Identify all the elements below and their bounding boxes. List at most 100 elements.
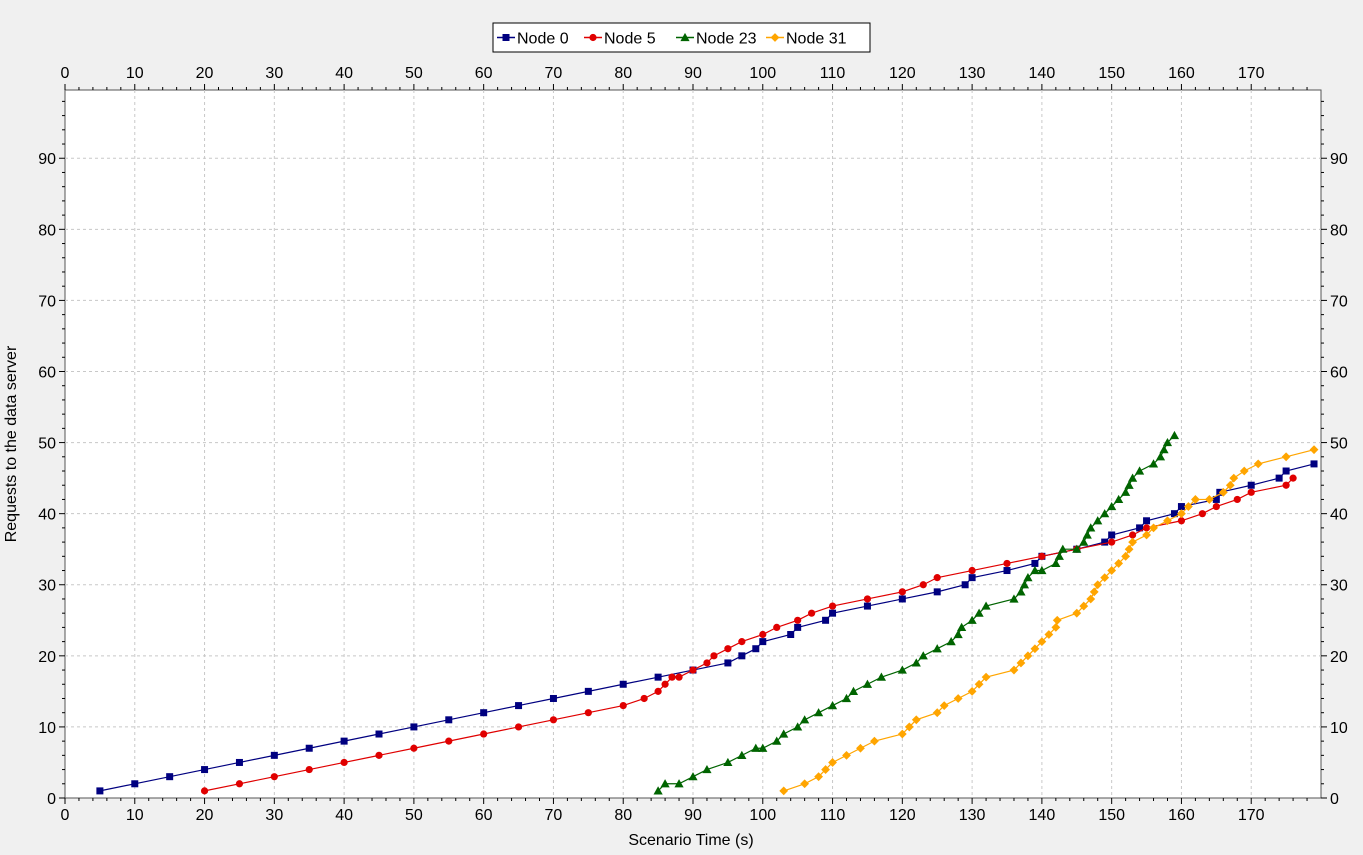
data-point bbox=[751, 743, 761, 752]
data-point bbox=[1100, 509, 1110, 518]
data-point bbox=[814, 772, 823, 782]
data-point bbox=[1093, 516, 1103, 525]
data-point bbox=[1082, 530, 1092, 539]
data-point bbox=[862, 679, 873, 688]
data-point bbox=[703, 659, 711, 667]
data-point bbox=[1191, 495, 1200, 504]
data-point bbox=[957, 622, 967, 631]
data-point bbox=[898, 588, 906, 596]
data-point bbox=[919, 581, 927, 589]
x-tick-label: 30 bbox=[265, 807, 283, 824]
data-point bbox=[737, 750, 747, 759]
data-point bbox=[981, 601, 991, 610]
data-point bbox=[235, 780, 244, 788]
data-point bbox=[1233, 495, 1241, 504]
x-tick-label: 90 bbox=[684, 807, 702, 824]
x-top-tick-label: 80 bbox=[614, 65, 632, 82]
data-point bbox=[1177, 509, 1186, 519]
data-point bbox=[779, 786, 789, 796]
data-point bbox=[305, 765, 313, 774]
x-tick-label: 80 bbox=[614, 807, 632, 824]
data-point bbox=[793, 722, 803, 731]
data-point bbox=[1019, 580, 1030, 589]
y-tick-label: 20 bbox=[38, 649, 56, 666]
data-point bbox=[876, 672, 886, 681]
data-point bbox=[654, 687, 662, 695]
data-point bbox=[967, 686, 977, 696]
x-axis-label: Scenario Time (s) bbox=[628, 832, 753, 849]
data-point bbox=[1089, 587, 1099, 597]
data-point bbox=[968, 574, 976, 582]
data-point bbox=[1204, 495, 1214, 504]
data-point bbox=[1031, 559, 1039, 567]
data-point bbox=[932, 708, 942, 718]
data-point bbox=[1003, 567, 1011, 575]
data-point bbox=[932, 644, 942, 653]
x-tick-label: 170 bbox=[1238, 807, 1265, 824]
data-point bbox=[1121, 487, 1131, 496]
data-point bbox=[675, 673, 683, 681]
data-point bbox=[1281, 452, 1291, 462]
data-point bbox=[201, 766, 209, 774]
data-point bbox=[480, 709, 488, 717]
data-point bbox=[584, 687, 592, 695]
data-point bbox=[759, 638, 767, 646]
data-point bbox=[270, 773, 278, 781]
data-point bbox=[911, 715, 921, 725]
x-top-tick-label: 140 bbox=[1029, 65, 1056, 82]
data-point bbox=[375, 751, 383, 759]
data-point bbox=[946, 637, 956, 646]
data-point bbox=[1023, 573, 1033, 582]
data-point bbox=[1218, 487, 1228, 497]
x-top-tick-label: 90 bbox=[684, 65, 702, 82]
data-point bbox=[1142, 524, 1151, 532]
legend-marker-icon bbox=[770, 33, 780, 42]
y-tick-label: 10 bbox=[38, 720, 56, 737]
data-point bbox=[1253, 459, 1263, 469]
data-point bbox=[967, 615, 977, 624]
data-point bbox=[549, 716, 558, 724]
data-point bbox=[759, 630, 767, 639]
legend-label: Node 5 bbox=[604, 31, 656, 48]
data-point bbox=[661, 680, 669, 688]
data-point bbox=[808, 609, 816, 617]
data-point bbox=[953, 694, 963, 703]
x-tick-label: 20 bbox=[196, 807, 214, 824]
data-point bbox=[981, 672, 991, 682]
data-point bbox=[1108, 531, 1116, 539]
data-point bbox=[848, 686, 859, 695]
data-point bbox=[1247, 488, 1255, 496]
data-point bbox=[1030, 565, 1040, 575]
data-point bbox=[961, 581, 969, 589]
data-point bbox=[968, 566, 976, 575]
data-point bbox=[904, 722, 914, 732]
y-right-tick-label: 10 bbox=[1330, 720, 1348, 737]
y-axis-label: Requests to the data server bbox=[3, 345, 20, 542]
data-point bbox=[1016, 587, 1026, 596]
data-point bbox=[1121, 551, 1131, 561]
data-point bbox=[856, 743, 865, 753]
data-point bbox=[445, 716, 453, 724]
data-point bbox=[1177, 517, 1186, 525]
data-point bbox=[1079, 537, 1089, 546]
y-right-tick-label: 20 bbox=[1330, 649, 1348, 666]
axis-layer: 0010102020303040405050606070708080909010… bbox=[38, 65, 1348, 824]
data-point bbox=[1086, 523, 1096, 532]
series-node-5 bbox=[200, 474, 1297, 795]
grid-layer bbox=[65, 90, 1321, 798]
x-top-tick-label: 110 bbox=[820, 65, 846, 82]
data-point bbox=[1198, 510, 1206, 518]
data-point bbox=[654, 673, 662, 681]
x-tick-label: 110 bbox=[820, 807, 846, 824]
data-point bbox=[1044, 630, 1054, 639]
y-tick-label: 30 bbox=[38, 578, 56, 595]
y-right-tick-label: 30 bbox=[1330, 578, 1348, 595]
y-right-tick-label: 90 bbox=[1330, 151, 1348, 168]
x-top-tick-label: 70 bbox=[545, 65, 563, 82]
data-point bbox=[668, 673, 676, 681]
x-tick-label: 140 bbox=[1029, 807, 1056, 824]
data-point bbox=[829, 609, 837, 617]
data-point bbox=[305, 744, 313, 752]
data-point bbox=[1239, 466, 1249, 476]
